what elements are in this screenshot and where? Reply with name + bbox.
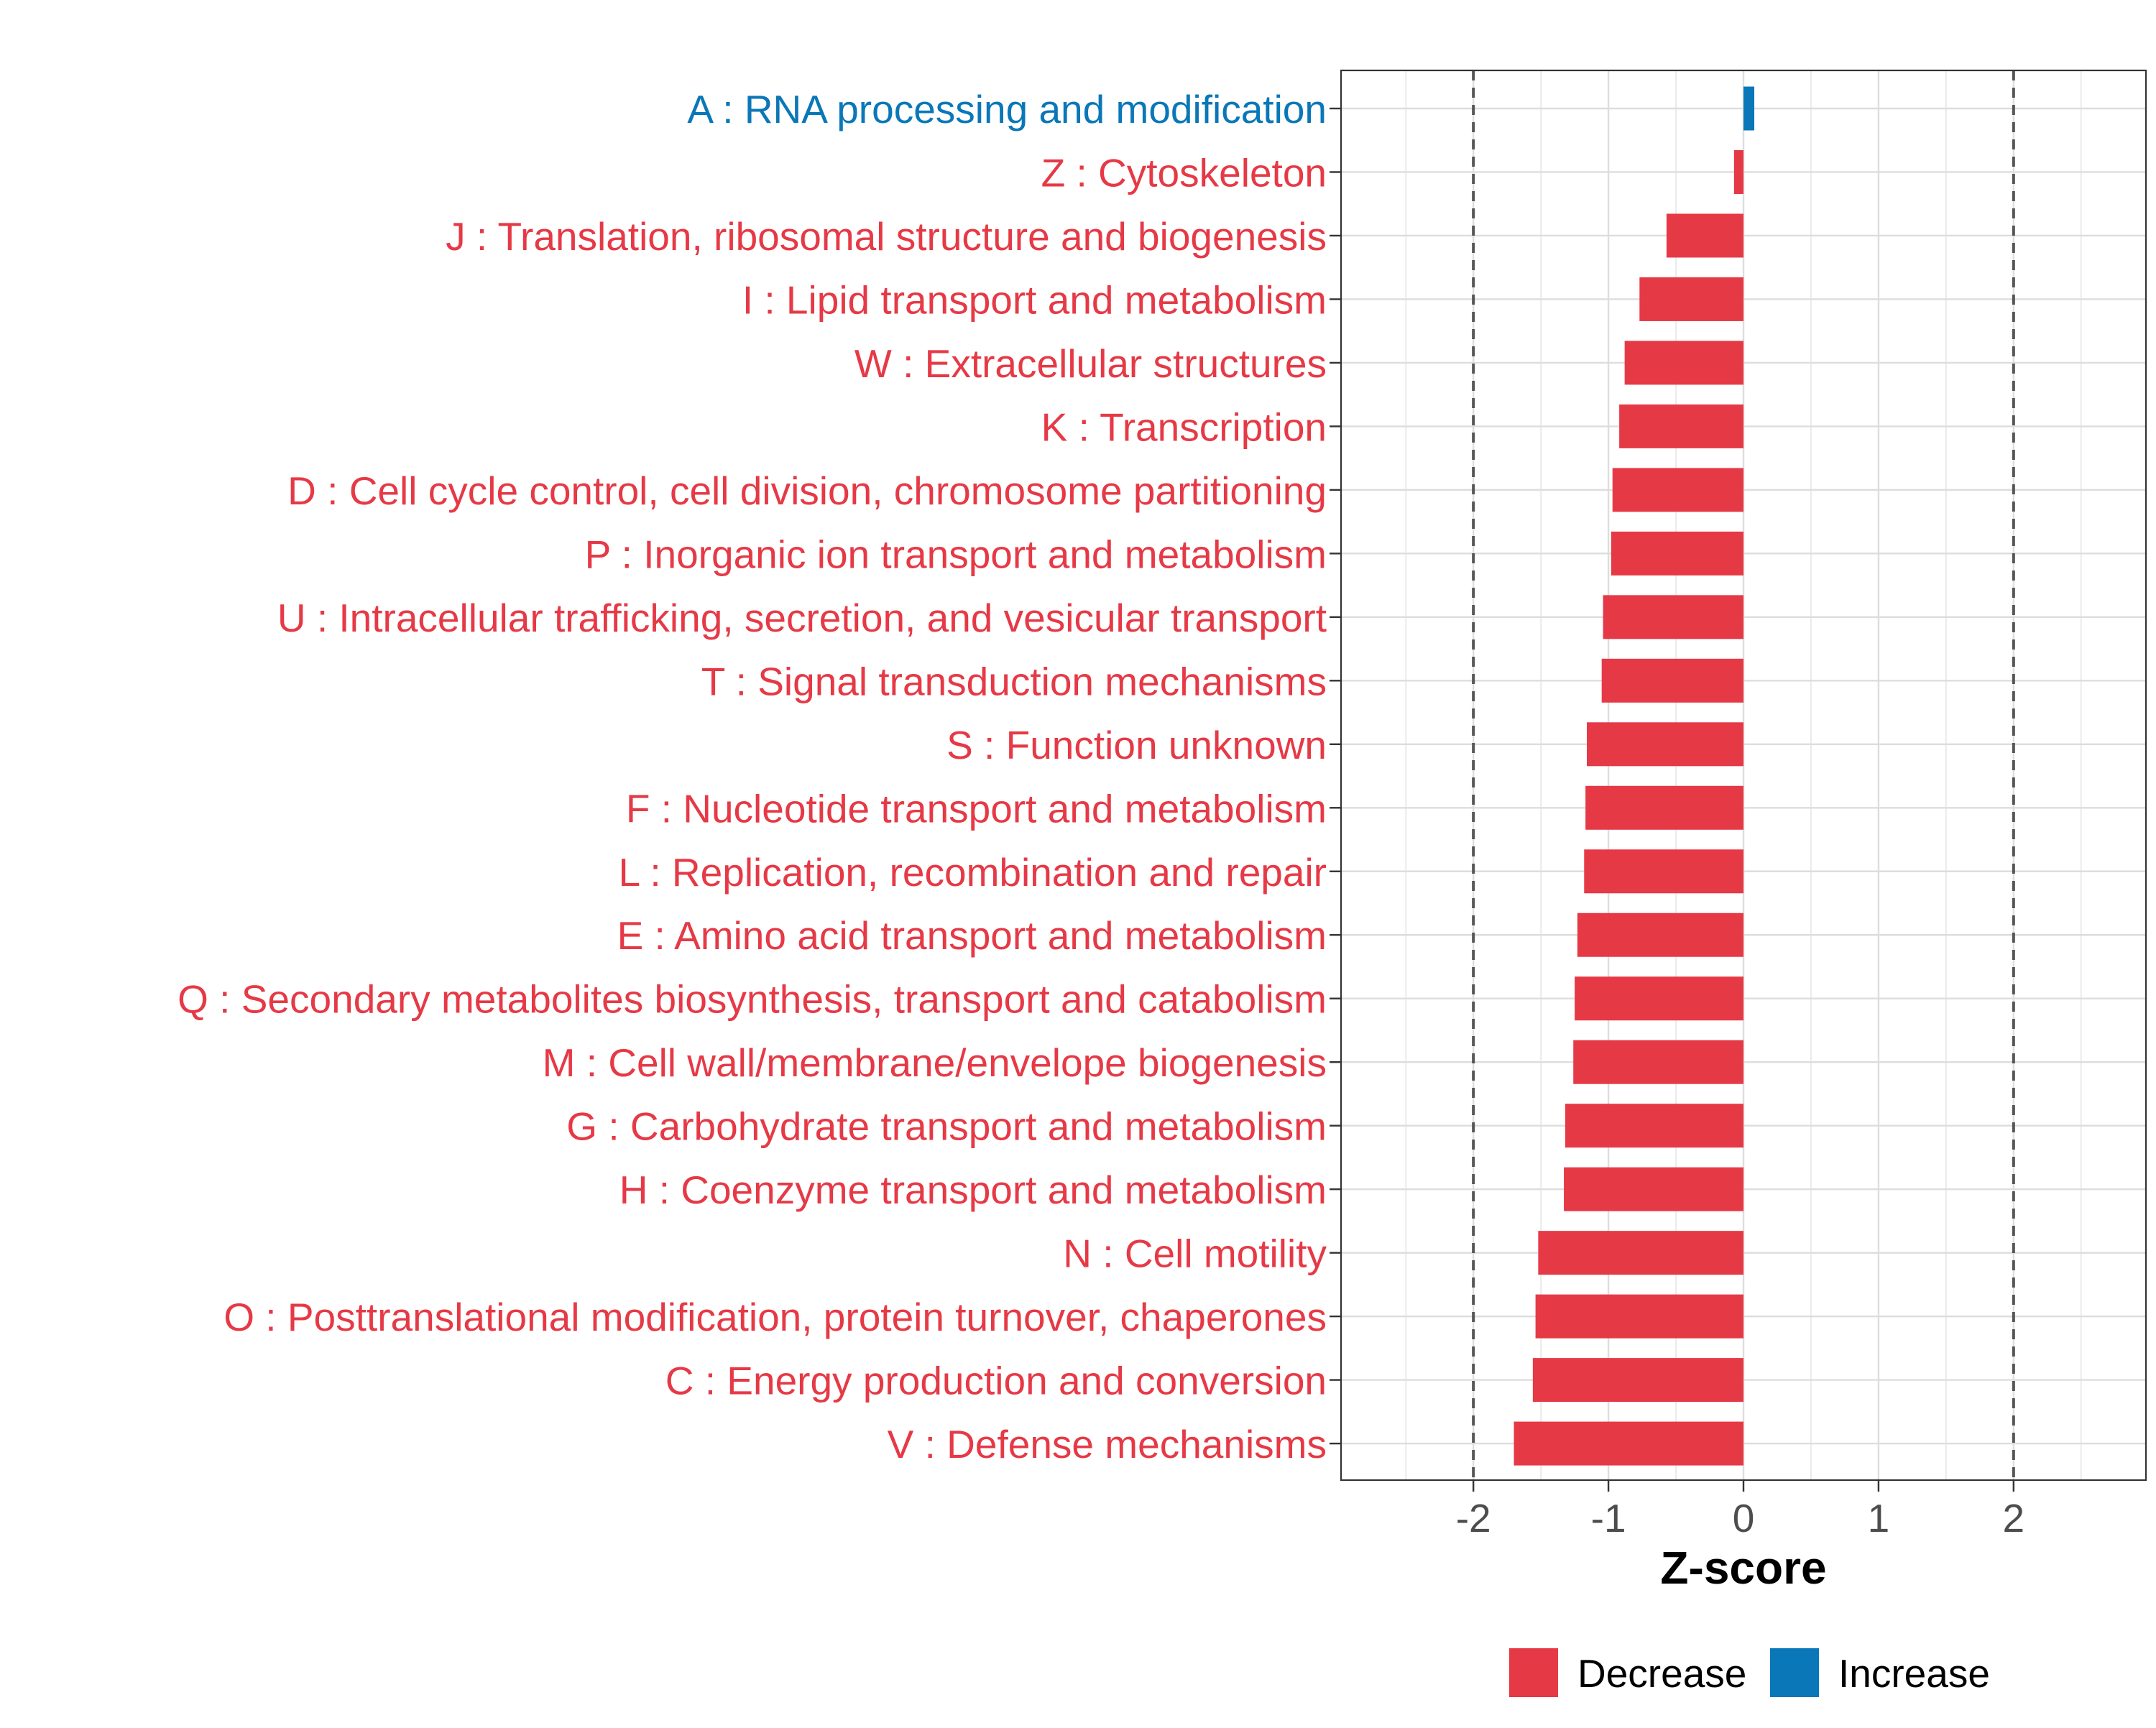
y-axis-labels: A : RNA processing and modification Z : C… — [178, 87, 1327, 1466]
x-tick-label: -2 — [1456, 1496, 1491, 1540]
category-label: W : Extracellular structures — [854, 341, 1327, 386]
bar — [1603, 595, 1743, 639]
category-label: L : Replication, recombination and repai… — [619, 850, 1327, 895]
legend-label: Decrease — [1577, 1651, 1746, 1696]
category-label: P : Inorganic ion transport and metaboli… — [585, 532, 1327, 576]
x-tick-label: 1 — [1868, 1496, 1890, 1540]
bar — [1619, 404, 1743, 448]
bar — [1564, 1167, 1743, 1211]
bar — [1575, 976, 1743, 1021]
category-label: E : Amino acid transport and metabolism — [617, 913, 1327, 958]
bar — [1587, 722, 1743, 767]
legend-label: Increase — [1838, 1651, 1990, 1696]
bar — [1565, 1104, 1743, 1148]
bar — [1514, 1421, 1743, 1466]
category-label: Q : Secondary metabolites biosynthesis, … — [178, 977, 1327, 1022]
category-label: M : Cell wall/membrane/envelope biogenes… — [543, 1040, 1327, 1085]
x-tick-label: -1 — [1591, 1496, 1626, 1540]
bar — [1666, 213, 1743, 258]
x-axis-ticks: -2 -1 0 1 2 — [1456, 1480, 2024, 1540]
bar — [1639, 277, 1743, 321]
x-tick-label: 2 — [2003, 1496, 2025, 1540]
x-axis-title: Z-score — [1660, 1542, 1826, 1594]
category-label: U : Intracellular trafficking, secretion… — [277, 596, 1327, 640]
category-label: A : RNA processing and modification — [687, 87, 1327, 131]
bar — [1535, 1294, 1743, 1339]
legend-key — [1770, 1648, 1819, 1697]
category-label: I : Lipid transport and metabolism — [742, 277, 1327, 322]
legend: Decrease Increase — [1509, 1648, 1990, 1697]
bar — [1573, 1040, 1743, 1084]
bar — [1585, 785, 1743, 830]
category-label: V : Defense mechanisms — [888, 1422, 1327, 1466]
reference-lines — [1472, 70, 2015, 1480]
bar — [1733, 149, 1743, 194]
category-label: F : Nucleotide transport and metabolism — [626, 786, 1327, 831]
bar — [1624, 341, 1743, 385]
bar — [1577, 912, 1743, 957]
bar — [1584, 849, 1743, 894]
category-label: D : Cell cycle control, cell division, c… — [287, 468, 1327, 513]
bar — [1612, 468, 1743, 512]
category-label: T : Signal transduction mechanisms — [701, 659, 1327, 703]
bar — [1532, 1358, 1743, 1403]
legend-key — [1509, 1648, 1558, 1697]
category-label: J : Translation, ribosomal structure and… — [446, 214, 1327, 259]
bars — [1514, 86, 1755, 1466]
y-axis-ticks — [1330, 107, 1341, 1445]
bar — [1601, 658, 1743, 703]
category-label: Z : Cytoskeleton — [1041, 150, 1327, 195]
category-label: K : Transcription — [1041, 405, 1327, 449]
category-label: O : Posttranslational modification, prot… — [224, 1295, 1327, 1339]
category-label: S : Function unknown — [946, 723, 1327, 767]
bar — [1538, 1231, 1743, 1275]
category-label: C : Energy production and conversion — [665, 1359, 1327, 1403]
x-tick-label: 0 — [1733, 1496, 1755, 1540]
category-label: G : Carbohydrate transport and metabolis… — [566, 1104, 1327, 1149]
bar — [1611, 531, 1743, 576]
category-label: N : Cell motility — [1063, 1232, 1327, 1276]
bar — [1743, 86, 1755, 131]
category-label: H : Coenzyme transport and metabolism — [619, 1168, 1327, 1212]
